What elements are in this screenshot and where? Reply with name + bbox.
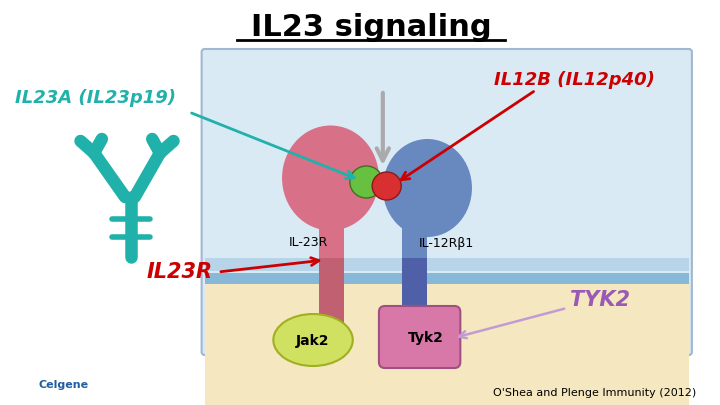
Ellipse shape xyxy=(274,314,353,366)
Text: IL23 signaling: IL23 signaling xyxy=(251,13,492,43)
Ellipse shape xyxy=(383,139,472,237)
Bar xyxy=(319,220,344,280)
Text: IL23R: IL23R xyxy=(146,262,212,282)
Ellipse shape xyxy=(350,166,383,198)
Bar xyxy=(204,282,689,405)
Text: Celgene: Celgene xyxy=(38,380,88,390)
Text: IL12B (IL12p40): IL12B (IL12p40) xyxy=(494,71,655,89)
Text: TYK2: TYK2 xyxy=(570,290,630,310)
Text: IL-23R: IL-23R xyxy=(289,237,328,249)
FancyBboxPatch shape xyxy=(202,49,692,355)
FancyBboxPatch shape xyxy=(379,306,460,368)
Ellipse shape xyxy=(372,172,401,200)
Text: IL23A (IL23p19): IL23A (IL23p19) xyxy=(14,89,176,107)
Bar xyxy=(402,258,428,348)
Bar xyxy=(204,273,689,284)
Text: Tyk2: Tyk2 xyxy=(408,331,444,345)
Text: Jak2: Jak2 xyxy=(297,334,330,348)
Text: IL-12Rβ1: IL-12Rβ1 xyxy=(419,237,474,249)
Text: O'Shea and Plenge Immunity (2012): O'Shea and Plenge Immunity (2012) xyxy=(492,388,696,398)
Bar xyxy=(319,258,344,358)
Bar xyxy=(204,258,689,271)
Ellipse shape xyxy=(282,126,379,230)
Bar xyxy=(402,222,428,276)
